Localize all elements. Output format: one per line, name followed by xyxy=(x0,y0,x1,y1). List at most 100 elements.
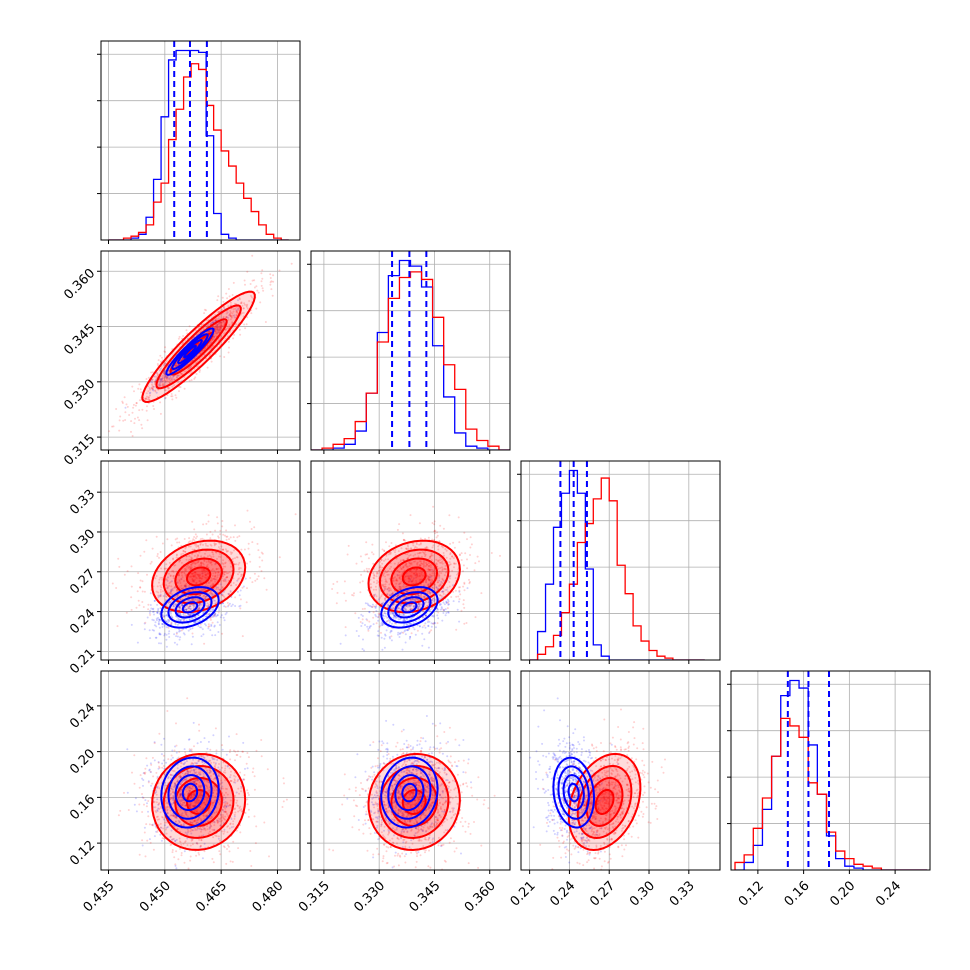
sample-point xyxy=(399,588,402,591)
sample-point xyxy=(225,550,228,553)
sample-point xyxy=(223,573,226,576)
sample-point xyxy=(442,608,445,611)
sample-point xyxy=(415,568,418,571)
sample-point xyxy=(167,626,170,629)
sample-point xyxy=(201,602,204,605)
sample-point xyxy=(178,630,181,633)
sample-point xyxy=(188,607,190,610)
sample-point xyxy=(224,605,227,608)
sample-point xyxy=(382,617,385,620)
sample-point xyxy=(365,541,368,544)
sample-point xyxy=(391,612,394,614)
sample-point xyxy=(255,285,258,288)
sample-point xyxy=(161,377,164,380)
sample-point xyxy=(159,381,162,384)
sample-point xyxy=(157,622,160,625)
sample-point xyxy=(216,568,219,570)
sample-point xyxy=(432,614,435,617)
sample-point xyxy=(190,599,193,602)
sample-point xyxy=(419,578,421,581)
sample-point xyxy=(184,550,187,553)
sample-point xyxy=(159,590,162,593)
sample-point xyxy=(253,279,256,282)
sample-point xyxy=(162,623,164,625)
sample-point xyxy=(410,547,413,550)
contour-red xyxy=(367,539,461,614)
sample-point xyxy=(390,592,393,595)
sample-point xyxy=(381,648,384,651)
sample-point xyxy=(181,587,183,590)
sample-point xyxy=(206,366,209,369)
sample-point xyxy=(246,316,249,319)
sample-point xyxy=(184,585,186,588)
sample-point xyxy=(430,625,433,628)
sample-point xyxy=(207,566,210,569)
sample-point xyxy=(165,596,168,598)
sample-point xyxy=(377,615,380,618)
sample-point xyxy=(240,302,243,305)
sample-point xyxy=(201,589,204,592)
sample-point xyxy=(192,574,195,577)
sample-point xyxy=(402,613,405,616)
sample-point xyxy=(422,563,425,566)
sample-point xyxy=(442,592,445,595)
sample-point xyxy=(257,549,260,552)
sample-point xyxy=(197,614,200,617)
sample-point xyxy=(189,566,192,569)
sample-point xyxy=(237,299,239,302)
sample-point xyxy=(166,376,169,379)
scatter-panel-1-2 xyxy=(307,460,511,664)
sample-point xyxy=(400,614,403,617)
sample-point xyxy=(229,551,232,554)
sample-point xyxy=(165,587,168,590)
sample-point xyxy=(437,548,440,551)
sample-point xyxy=(194,620,197,623)
sample-point xyxy=(188,613,190,616)
sample-point xyxy=(157,359,160,362)
sample-point xyxy=(290,262,293,265)
sample-point xyxy=(361,580,364,583)
sample-point xyxy=(190,567,192,570)
sample-point xyxy=(379,596,382,599)
sample-point xyxy=(383,550,386,553)
sample-point xyxy=(199,352,202,355)
sample-point xyxy=(406,553,409,556)
sample-point xyxy=(378,598,380,601)
sample-point xyxy=(403,586,406,589)
sample-point xyxy=(431,522,434,524)
sample-point xyxy=(387,558,390,561)
sample-point xyxy=(153,599,156,602)
sample-point xyxy=(430,568,433,571)
sample-point xyxy=(170,621,173,624)
sample-point xyxy=(410,580,413,583)
sample-point xyxy=(404,590,407,593)
sample-point xyxy=(374,607,377,609)
sample-point xyxy=(213,614,216,617)
sample-point xyxy=(250,528,253,530)
sample-point xyxy=(405,623,408,626)
sample-point xyxy=(437,575,440,578)
sample-point xyxy=(237,563,240,566)
sample-point xyxy=(366,619,369,622)
sample-point xyxy=(123,396,126,399)
sample-point xyxy=(201,537,204,540)
sample-point xyxy=(445,601,448,604)
sample-point xyxy=(407,577,410,580)
sample-point xyxy=(436,607,439,610)
sample-point xyxy=(361,622,364,625)
sample-point xyxy=(175,554,178,557)
sample-point xyxy=(203,569,206,572)
sample-point xyxy=(393,614,395,617)
sample-point xyxy=(418,602,421,605)
sample-point xyxy=(187,545,190,548)
sample-point xyxy=(156,373,159,376)
sample-point xyxy=(216,614,219,616)
sample-point xyxy=(381,602,384,605)
sample-point xyxy=(215,332,218,335)
sample-point xyxy=(151,387,154,390)
sample-point xyxy=(202,562,204,565)
sample-point xyxy=(187,368,189,371)
sample-point xyxy=(405,575,407,578)
sample-point xyxy=(166,585,169,588)
sample-point xyxy=(366,553,369,556)
